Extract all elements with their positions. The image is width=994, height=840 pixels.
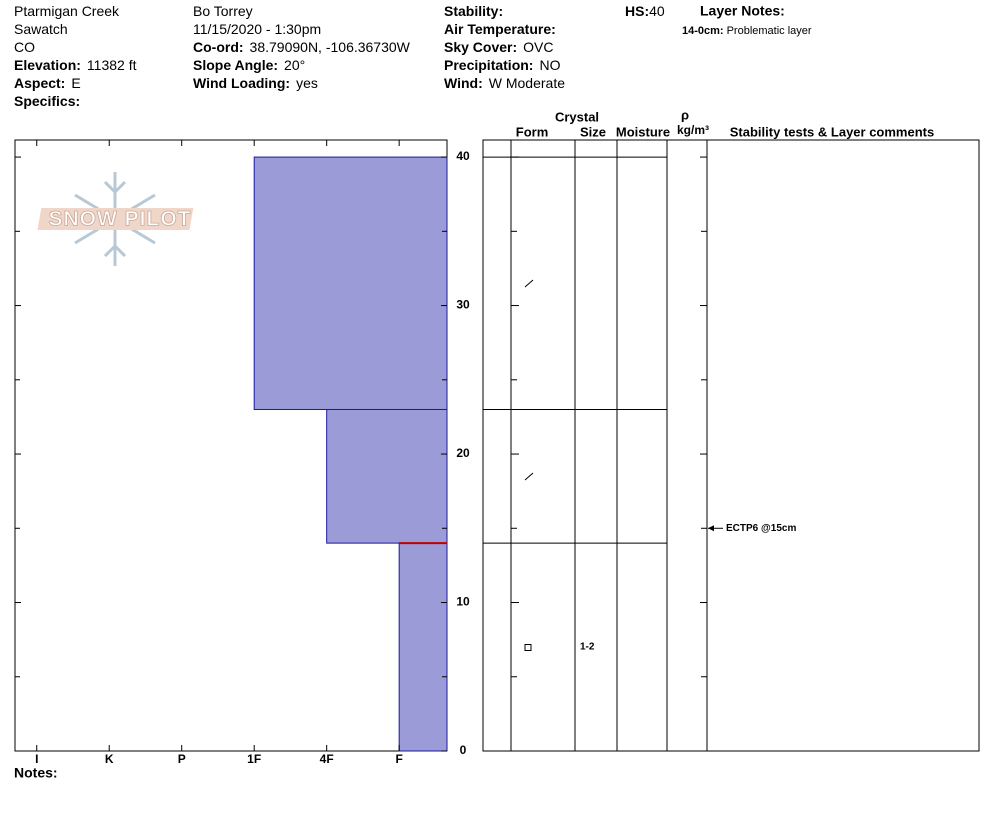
field-label: HS: [625,3,649,19]
y-tick-label: 30 [456,298,470,312]
header-field: Wind Loading: yes [193,75,318,91]
note-text: Problematic layer [727,25,812,37]
x-tick-label: K [105,752,114,766]
header-field: HS:40 [625,3,665,19]
field-value: 11/15/2020 - 1:30pm [193,21,321,37]
field-value: yes [296,75,318,91]
field-value: Sawatch [14,21,68,37]
header-field: Bo Torrey [193,3,253,19]
header-field: Specifics: [14,93,80,109]
header-field: Ptarmigan Creek [14,3,120,19]
field-value: CO [14,39,35,55]
field-value: W Moderate [489,75,565,91]
x-tick-label: 1F [247,752,261,766]
header-field: Precipitation: NO [444,57,561,73]
x-tick-label: I [35,752,38,766]
header-field: Sky Cover: OVC [444,39,554,55]
field-label: Wind Loading: [193,75,290,91]
header-field: Co-ord: 38.79090N, -106.36730W [193,39,411,55]
hardness-bar [398,542,448,752]
header-field: Stability: [444,3,503,19]
test-label: ECTP6 @15cm [726,523,796,534]
x-tick-label: F [395,752,402,766]
field-label: Sky Cover: [444,39,517,55]
field-label: Air Temperature: [444,21,556,37]
logo [37,172,194,266]
field-value: Ptarmigan Creek [14,3,120,19]
notes-label: Notes: [14,765,58,781]
test-arrowhead [708,525,714,532]
table-frame [482,139,980,752]
field-value: 11382 ft [87,57,137,73]
field-value: 20° [284,57,305,73]
field-value: OVC [523,39,553,55]
y-tick-label: 40 [456,149,470,163]
x-tick-label: P [178,752,186,766]
field-label: Elevation: [14,57,81,73]
header-field: Wind: W Moderate [444,75,565,91]
col-header: ρ [681,107,689,122]
x-tick-label: 4F [320,752,334,766]
logo-text: SNOW PILOT [49,208,192,231]
field-label: Specifics: [14,93,80,109]
field-label: Wind: [444,75,483,91]
header-field: CO [14,39,35,55]
table-columns [510,140,708,751]
col-header: Moisture [616,124,670,139]
header-field: Air Temperature: [444,21,556,37]
header-field: Aspect: E [14,75,81,91]
y-tick-label: 20 [456,446,470,460]
header-field: Sawatch [14,21,68,37]
field-value: Bo Torrey [193,3,253,19]
col-header: Size [580,124,606,139]
form-symbols [524,279,534,651]
field-value: NO [539,57,560,73]
header-field: 11/15/2020 - 1:30pm [193,21,321,37]
layer-notes-title: Layer Notes: [700,3,785,19]
col-header: kg/m³ [677,123,709,137]
crystal-size: 1-2 [580,642,595,653]
field-label: Slope Angle: [193,57,278,73]
header-field: Elevation: 11382 ft [14,57,137,73]
hardness-bar [253,156,448,410]
field-label: Aspect: [14,75,65,91]
col-header: Form [516,124,549,139]
y-tick-label: 0 [460,743,467,757]
layer-note: 14-0cm: Problematic layer [682,25,812,37]
col-header: Stability tests & Layer comments [730,124,934,139]
field-label: Precipitation: [444,57,533,73]
field-label: Co-ord: [193,39,244,55]
col-header: Crystal [555,109,599,124]
header-field: Slope Angle: 20° [193,57,305,73]
y-tick-label: 10 [456,595,470,609]
field-value: E [71,75,80,91]
field-value: 38.79090N, -106.36730W [250,39,411,55]
note-label: 14-0cm: [682,25,724,37]
field-label: Stability: [444,3,503,19]
field-value: 40 [649,3,665,19]
hardness-bar [326,408,448,544]
